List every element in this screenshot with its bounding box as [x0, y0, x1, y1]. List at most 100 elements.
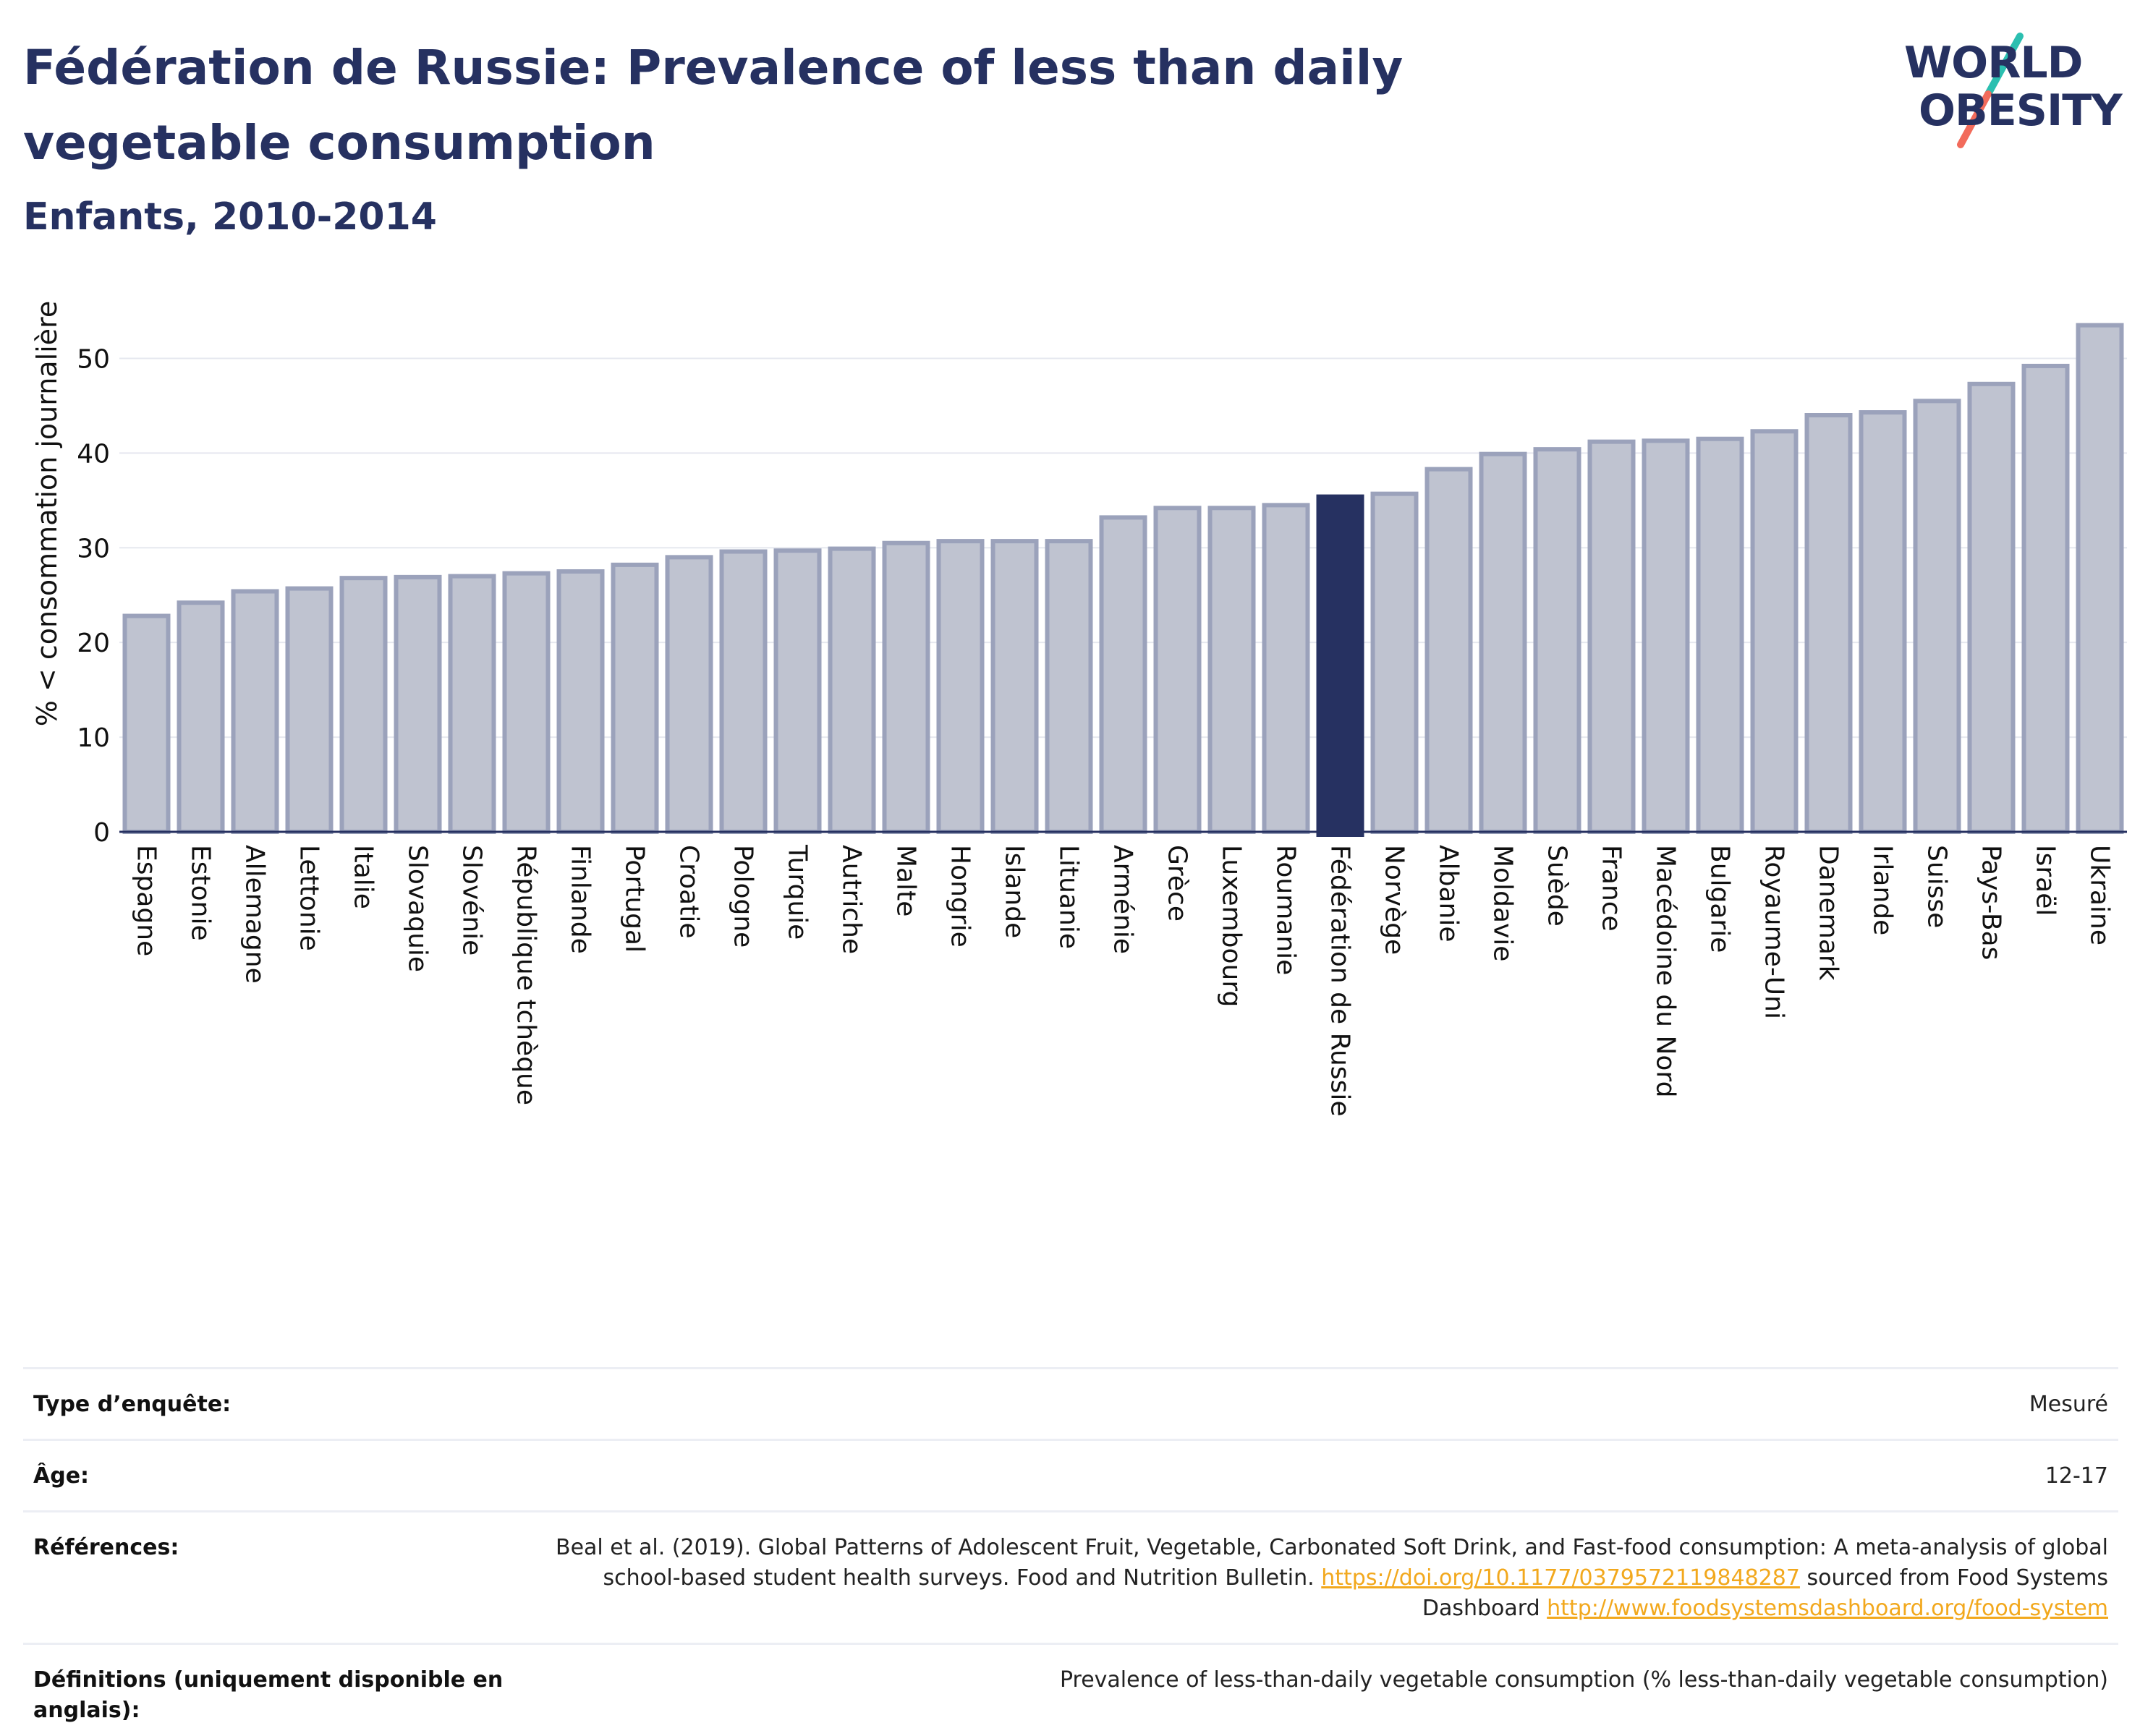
world-obesity-logo: WORLD OBESITY	[1895, 22, 2127, 152]
bar	[285, 586, 334, 834]
meta-key: Âge:	[33, 1463, 90, 1489]
meta-row-definitions: Définitions (uniquement disponible en an…	[23, 1643, 2118, 1736]
x-tick-label: Luxembourg	[1217, 845, 1247, 1007]
bar	[1859, 410, 1907, 834]
meta-row-references: Références: Beal et al. (2019). Global P…	[23, 1510, 2118, 1643]
bar	[1207, 506, 1256, 834]
x-axis-labels: Espagne Estonie Allemagne Lettonie Italie Slo…	[132, 844, 2115, 1116]
bar	[990, 539, 1039, 834]
chart-subtitle: Enfants, 2010-2014	[23, 195, 437, 239]
y-tick-label: 20	[77, 629, 110, 658]
meta-key: Type d’enquête:	[33, 1392, 232, 1417]
x-tick-label: Ukraine	[2085, 845, 2115, 945]
x-tick-label: Portugal	[620, 845, 650, 953]
y-axis-ticks: 0 10 20 30 40 50	[77, 344, 110, 848]
x-tick-label: Islande	[1000, 845, 1029, 938]
bar	[719, 549, 768, 834]
bar	[502, 571, 551, 834]
reference-mid-text: sourced from Food Systems Dashboard	[1422, 1565, 2108, 1621]
bar	[1262, 503, 1310, 834]
metadata-table: Type d’enquête: Mesuré Âge: 12-17 Référe…	[23, 1367, 2118, 1736]
logo-word-world: WORLD	[1904, 38, 2083, 88]
bar	[1099, 515, 1147, 834]
bar	[1967, 381, 2016, 835]
x-tick-label: Irlande	[1868, 845, 1898, 935]
bar	[339, 576, 388, 834]
bar-highlighted	[1316, 494, 1364, 837]
y-tick-label: 30	[77, 534, 110, 563]
x-tick-label: Pologne	[729, 845, 758, 948]
bar	[122, 613, 171, 834]
x-tick-label: Malte	[891, 845, 921, 916]
chart-title: Fédération de Russie: Prevalence of less…	[23, 40, 1404, 171]
x-tick-label: Moldavie	[1488, 845, 1518, 961]
bar	[556, 569, 605, 834]
x-tick-label: Arménie	[1108, 845, 1138, 954]
bar	[1642, 438, 1690, 834]
x-tick-label: Albanie	[1434, 845, 1464, 943]
x-tick-label: République tchèque	[511, 845, 541, 1105]
bar	[1750, 429, 1799, 835]
dashboard-link[interactable]: http://www.foodsystemsdashboard.org/food…	[1547, 1596, 2108, 1621]
y-tick-label: 10	[77, 723, 110, 753]
meta-value: Mesuré	[2029, 1392, 2108, 1417]
x-tick-label: Roumanie	[1271, 845, 1301, 975]
x-tick-label: Turquie	[783, 844, 812, 940]
logo-word-obesity: OBESITY	[1919, 85, 2123, 136]
y-tick-label: 40	[77, 439, 110, 469]
bar	[2021, 363, 2070, 835]
bar	[1153, 506, 1202, 834]
doi-link[interactable]: https://doi.org/10.1177/0379572119848287	[1321, 1565, 1800, 1591]
logo-slash-icon	[1957, 33, 2024, 148]
x-tick-label: Macédoine du Nord	[1651, 845, 1681, 1097]
x-tick-label: Croatie	[674, 845, 704, 939]
x-tick-label: Finlande	[566, 845, 595, 954]
meta-value: Beal et al. (2019). Global Patterns of A…	[553, 1533, 2108, 1624]
y-axis-title: % < consommation journalière	[31, 301, 63, 726]
meta-row-age: Âge: 12-17	[23, 1439, 2118, 1510]
x-tick-label: Grèce	[1163, 845, 1192, 922]
x-tick-label: Suisse	[1922, 845, 1952, 928]
x-tick-label: Suède	[1542, 845, 1572, 927]
bar	[1533, 447, 1581, 834]
bar	[1045, 539, 1093, 834]
bar-chart: 0 10 20 30 40 50 % < consommation journalière…	[31, 301, 2127, 1116]
bar	[1479, 451, 1527, 834]
bar	[177, 600, 225, 834]
bar	[936, 539, 985, 834]
x-tick-label: Estonie	[186, 845, 216, 941]
meta-key: Références:	[33, 1535, 179, 1560]
bar	[1913, 399, 1961, 834]
bar	[394, 574, 442, 834]
meta-key: Définitions (uniquement disponible en an…	[33, 1667, 504, 1723]
x-tick-label: France	[1597, 845, 1626, 932]
x-tick-label: Slovaquie	[403, 845, 433, 972]
x-tick-label: Royaume-Uni	[1759, 845, 1789, 1019]
bar	[1424, 467, 1473, 834]
x-tick-label: Slovénie	[457, 845, 487, 956]
bars	[122, 323, 2124, 837]
bar	[773, 548, 822, 834]
x-tick-label: Italie	[349, 845, 378, 909]
y-tick-label: 50	[77, 344, 110, 374]
meta-value: 12-17	[2045, 1463, 2108, 1489]
x-tick-label: Hongrie	[946, 845, 975, 948]
y-tick-label: 0	[93, 818, 110, 848]
x-tick-label: Fédération de Russie	[1325, 845, 1355, 1116]
meta-row-survey-type: Type d’enquête: Mesuré	[23, 1367, 2118, 1439]
x-tick-label: Danemark	[1814, 845, 1843, 981]
bar	[1587, 439, 1636, 834]
reference-text: Beal et al. (2019). Global Patterns of A…	[555, 1535, 2108, 1591]
bar	[1804, 413, 1853, 834]
x-tick-label: Bulgarie	[1705, 845, 1735, 953]
bar	[665, 555, 713, 834]
x-tick-label: Lituanie	[1054, 845, 1084, 949]
bar	[231, 589, 279, 834]
x-tick-label: Lettonie	[294, 845, 324, 951]
x-tick-label: Pays-Bas	[1976, 845, 2006, 960]
bar	[1696, 436, 1744, 834]
x-tick-label: Autriche	[837, 845, 867, 954]
x-tick-label: Espagne	[132, 845, 161, 956]
x-tick-label: Allemagne	[240, 845, 270, 984]
bar	[448, 574, 496, 834]
